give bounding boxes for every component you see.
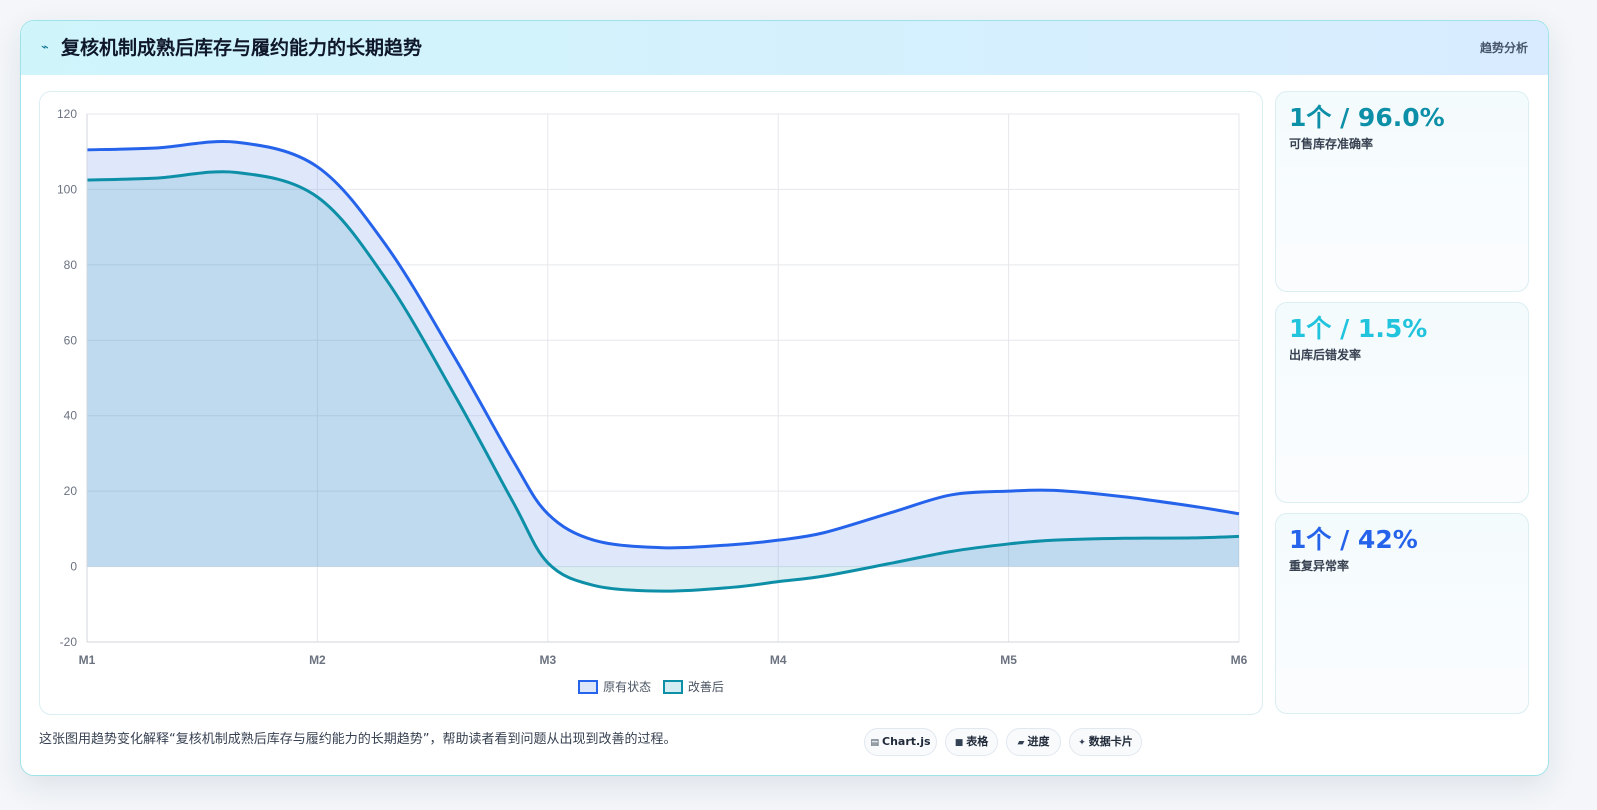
table-icon: ■ <box>954 738 964 748</box>
legend-item-improved[interactable]: 改善后 <box>662 678 724 695</box>
chart-icon: ▤ <box>870 738 879 748</box>
y-tick-label: 100 <box>57 182 77 196</box>
chip-label: Chart.js <box>882 735 931 748</box>
analysis-badge: 趋势分析 <box>1479 41 1528 55</box>
metric-card-error-rate: 1个 / 1.5% 出库后错发率 <box>1275 302 1529 503</box>
series-line-improved <box>86 170 1240 593</box>
x-tick-label: M4 <box>770 653 787 667</box>
y-tick-label: 80 <box>64 258 78 272</box>
chip-label: 数据卡片 <box>1088 735 1133 748</box>
chip-progress[interactable]: ▰ 进度 <box>1006 728 1061 756</box>
metric-card-accuracy: 1个 / 96.0% 可售库存准确率 <box>1275 91 1529 292</box>
legend-label-original: 原有状态 <box>603 680 652 694</box>
metric-card-repeat-rate: 1个 / 42% 重复异常率 <box>1275 513 1529 714</box>
metric-value: 1个 / 42% <box>1289 525 1418 554</box>
trend-card: ⌁ 复核机制成熟后库存与履约能力的长期趋势 趋势分析 120 100 80 60 40 2… <box>20 20 1549 776</box>
y-tick-label: 60 <box>64 333 78 347</box>
chart-legend: 原有状态 改善后 <box>40 678 1262 696</box>
legend-item-original[interactable]: 原有状态 <box>578 678 651 695</box>
chart-panel: 120 100 80 60 40 20 0 -20 M1 M2 M3 M4 M5 M6 原有状态 改善后 <box>39 91 1263 715</box>
sparkle-icon: ✦ <box>1078 738 1086 748</box>
y-tick-label: 40 <box>64 409 78 423</box>
y-tick-label: 120 <box>57 107 77 121</box>
metric-label: 出库后错发率 <box>1289 348 1362 362</box>
legend-label-improved: 改善后 <box>687 680 724 694</box>
chip-label: 进度 <box>1027 735 1050 748</box>
series-area-improved <box>87 171 1239 592</box>
legend-swatch-improved <box>662 679 683 694</box>
y-tick-label: -20 <box>60 635 78 649</box>
card-title: 复核机制成熟后库存与履约能力的长期趋势 <box>61 37 423 59</box>
metric-label: 重复异常率 <box>1289 559 1350 573</box>
series-area-original <box>87 141 1239 567</box>
series-line-original <box>86 140 1240 550</box>
x-tick-label: M3 <box>539 653 556 667</box>
chip-chartjs[interactable]: ▤ Chart.js <box>864 728 937 756</box>
x-tick-label: M6 <box>1231 653 1248 667</box>
x-tick-label: M5 <box>1000 653 1017 667</box>
trend-icon: ⌁ <box>41 40 49 55</box>
chart-caption: 这张图用趋势变化解释“复核机制成熟后库存与履约能力的长期趋势”，帮助读者看到问题… <box>39 732 677 747</box>
y-tick-label: 20 <box>64 484 78 498</box>
progress-icon: ▰ <box>1017 738 1025 748</box>
chip-table[interactable]: ■ 表格 <box>945 728 998 756</box>
legend-swatch-original <box>578 679 599 694</box>
chip-label: 表格 <box>966 735 989 748</box>
card-header: ⌁ 复核机制成熟后库存与履约能力的长期趋势 趋势分析 <box>21 21 1548 75</box>
y-tick-label: 0 <box>70 560 77 574</box>
metric-value: 1个 / 1.5% <box>1289 314 1428 343</box>
metric-value: 1个 / 96.0% <box>1289 103 1445 132</box>
metric-label: 可售库存准确率 <box>1289 137 1374 151</box>
chip-data-card[interactable]: ✦ 数据卡片 <box>1069 728 1142 756</box>
x-tick-label: M1 <box>79 653 96 667</box>
x-tick-label: M2 <box>309 653 326 667</box>
